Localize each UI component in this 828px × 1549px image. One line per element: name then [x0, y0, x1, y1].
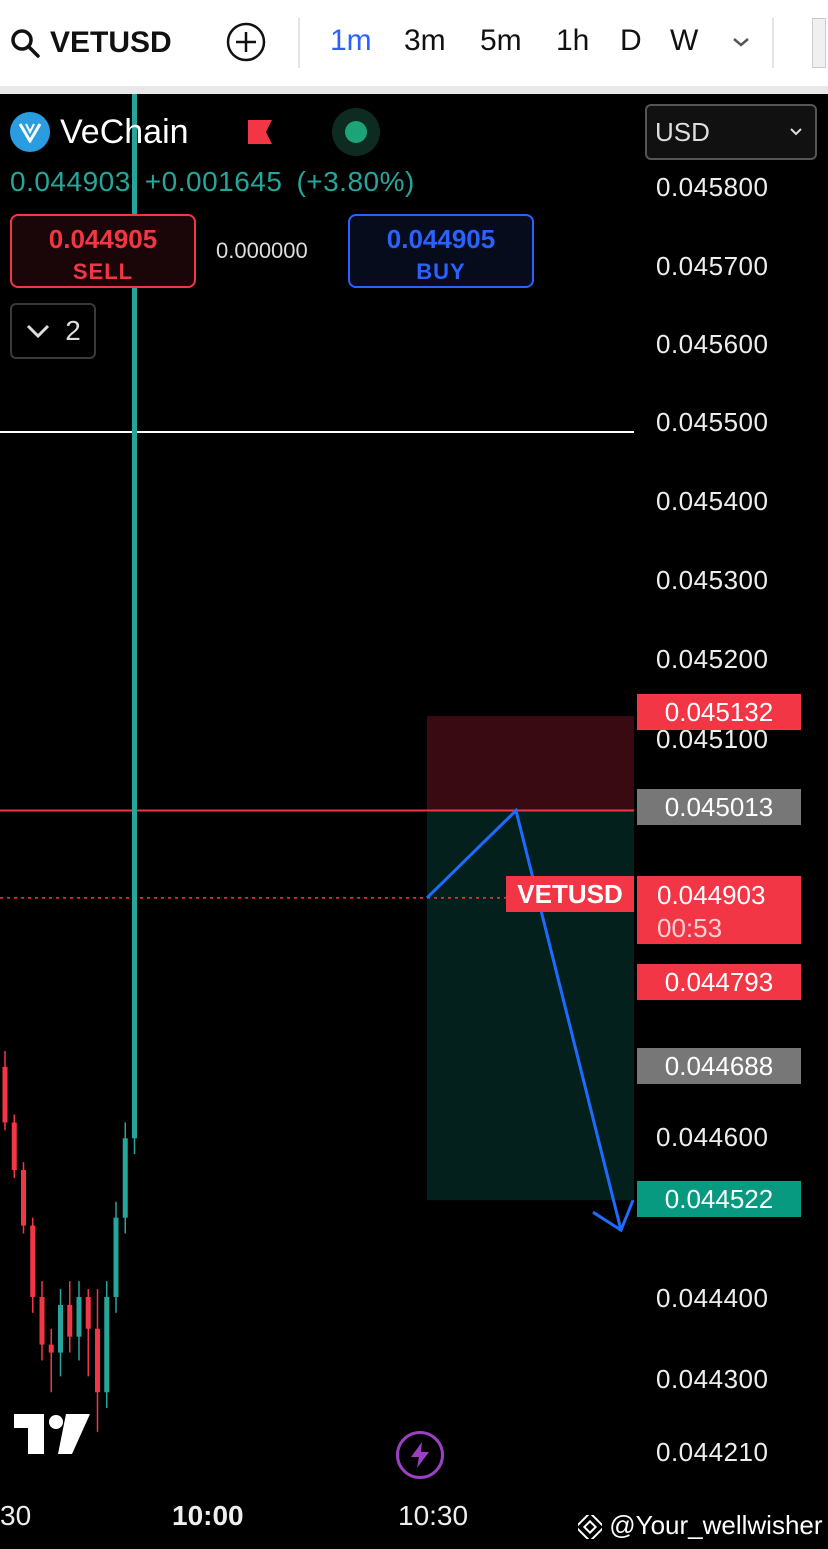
buy-label: BUY: [416, 259, 466, 284]
candle-body: [11, 1122, 17, 1171]
price-axis-label: 0.045600: [656, 329, 769, 359]
time-axis-label: 10:00: [172, 1500, 244, 1531]
price-axis-label: 0.045300: [656, 565, 769, 595]
stop-loss-price-tag: 0.045132: [637, 694, 801, 730]
price-axis-label: 0.044400: [656, 1283, 769, 1313]
time-axis-label: 10:30: [398, 1500, 469, 1531]
candle-body: [2, 1066, 8, 1123]
chevron-down-icon[interactable]: [730, 34, 752, 50]
take-profit-price-tag: 0.044522: [637, 1181, 801, 1217]
price-axis-label: 0.045800: [656, 172, 769, 202]
candle-body: [39, 1297, 45, 1345]
stop-loss-zone: [427, 716, 634, 811]
timeframe-d[interactable]: D: [620, 24, 642, 57]
chart-area[interactable]: [0, 94, 828, 1549]
price-axis-label: 0.045500: [656, 407, 769, 437]
currency-select[interactable]: USD: [645, 104, 817, 160]
candle-body: [113, 1217, 119, 1297]
candle-body: [76, 1297, 82, 1337]
add-symbol-icon[interactable]: [226, 22, 266, 62]
timeframe-5m[interactable]: 5m: [480, 24, 522, 57]
symbol-price-tag: VETUSD: [506, 876, 634, 912]
price-plot[interactable]: [0, 94, 828, 1549]
symbol-title: VeChain: [10, 112, 189, 152]
candle-body: [122, 1138, 128, 1218]
entry-price-tag: 0.045013: [637, 789, 801, 825]
currency-value: USD: [655, 116, 710, 147]
symbol-name: VeChain: [60, 112, 189, 151]
sell-button[interactable]: 0.044905 SELL: [10, 214, 196, 288]
chevron-down-icon: [790, 128, 802, 136]
symbol-search[interactable]: VETUSD: [10, 20, 172, 66]
symbol-label: VETUSD: [50, 26, 172, 59]
arrow-head: [592, 1199, 635, 1233]
candle-body: [132, 94, 137, 1139]
flag-icon[interactable]: [244, 118, 274, 146]
price-axis-label: 0.044600: [656, 1122, 769, 1152]
candle-body: [95, 1328, 100, 1393]
price-axis-label: 0.045200: [656, 644, 769, 674]
price-tag: 0.044793: [637, 964, 801, 1000]
toolbar-separator: [772, 18, 774, 68]
search-icon: [11, 29, 40, 58]
price-axis-label: 0.045400: [656, 486, 769, 516]
binance-logo-icon: [574, 1511, 606, 1543]
candle-body: [21, 1170, 26, 1226]
sell-price: 0.044905: [48, 224, 158, 254]
candle-body: [58, 1304, 63, 1353]
vechain-logo-icon: [10, 112, 50, 152]
indicators-count: 2: [65, 315, 81, 346]
timeframe-3m[interactable]: 3m: [404, 24, 446, 57]
projection-arrow: [425, 807, 623, 1231]
spread-value: 0.000000: [216, 238, 308, 263]
buy-button[interactable]: 0.044905 BUY: [348, 214, 534, 288]
lightning-icon[interactable]: [396, 1431, 444, 1479]
price-axis-label: 0.044210: [656, 1437, 769, 1467]
last-price: 0.044903: [10, 166, 131, 197]
take-profit-zone: [427, 810, 634, 1201]
current-price: 0.044903: [657, 880, 766, 910]
timeframe-1m[interactable]: 1m: [330, 24, 372, 57]
time-axis-label: 30: [0, 1500, 32, 1531]
candle-body: [48, 1344, 54, 1353]
top-toolbar: VETUSD 1m 3m 5m 1h D W: [0, 0, 828, 87]
market-open-icon: [332, 108, 380, 156]
watermark-text: @Your_wellwisher: [609, 1510, 823, 1540]
toolbar-divider: [0, 86, 828, 94]
bar-countdown: 00:53: [657, 913, 723, 943]
price-axis-label: 0.044300: [656, 1364, 769, 1394]
timeframe-1h[interactable]: 1h: [556, 24, 590, 57]
sell-label: SELL: [72, 259, 134, 284]
price-change: +0.001645: [144, 166, 283, 197]
price-quote: 0.044903 +0.001645 (+3.80%): [10, 166, 429, 198]
price-axis-label: 0.045700: [656, 251, 769, 281]
tradingview-logo-icon[interactable]: [14, 1414, 90, 1456]
current-price-tag: 0.044903 00:53: [637, 876, 801, 944]
buy-price: 0.044905: [386, 224, 496, 254]
price-tag: 0.044688: [637, 1048, 801, 1084]
toolbar-overflow[interactable]: [812, 18, 826, 68]
candle-body: [85, 1297, 91, 1329]
timeframe-w[interactable]: W: [670, 24, 699, 57]
watermark: @Your_wellwisher: [574, 1510, 823, 1543]
toolbar-separator: [298, 18, 300, 68]
price-change-pct: (+3.80%): [296, 166, 415, 197]
candle-body: [30, 1225, 36, 1297]
chevron-down-icon: [27, 324, 50, 339]
candle-body: [104, 1297, 110, 1393]
candle-body: [67, 1304, 73, 1337]
indicators-toggle[interactable]: 2: [10, 303, 96, 359]
